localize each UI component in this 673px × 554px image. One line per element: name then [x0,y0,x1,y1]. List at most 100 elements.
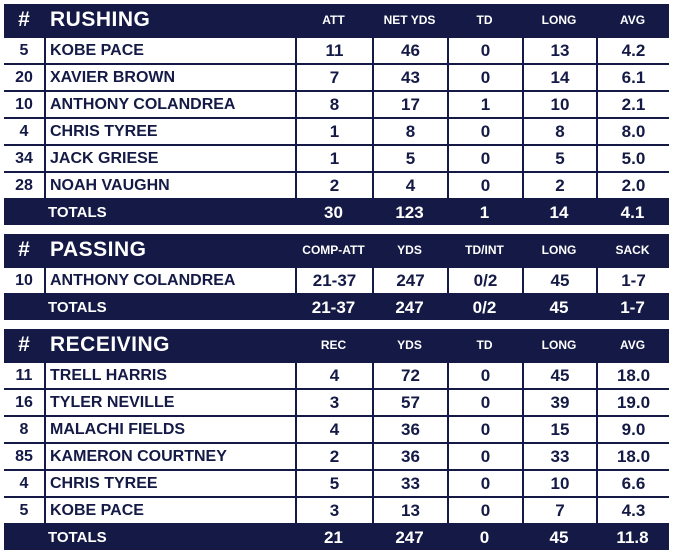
totals-spacer [4,198,44,225]
column-header-avg: AVG [619,338,646,352]
passing-title: PASSING [50,238,147,261]
passing-section: # PASSING COMP-ATT YDS TD/INT LONG SACK … [4,234,669,320]
jersey-number: 10 [4,266,44,293]
totals-stat-cell: 0 [447,523,522,550]
stat-cell: 17 [372,90,447,117]
stat-cell: 45 [522,361,596,388]
player-row: 4 CHRIS TYREE 1 8 0 8 8.0 [4,117,669,144]
stat-cell: 5 [295,469,372,496]
column-header-att: ATT [322,13,345,27]
stat-cell: 0 [447,496,522,523]
stat-cell: 0 [447,144,522,171]
jersey-number: 5 [4,36,44,63]
rushing-section: # RUSHING ATT NET YDS TD LONG AVG 5 KOBE … [4,4,669,225]
player-row: 85 KAMERON COURTNEY 2 36 0 33 18.0 [4,442,669,469]
player-name: JACK GRIESE [44,144,295,171]
totals-stat-cell: 11.8 [596,523,669,550]
jersey-number: 11 [4,361,44,388]
jersey-number: 16 [4,388,44,415]
totals-stat-cell: 45 [522,293,596,320]
passing-header: # PASSING COMP-ATT YDS TD/INT LONG SACK [4,234,669,266]
totals-stat-cell: 14 [522,198,596,225]
stat-cell: 36 [372,442,447,469]
number-column-header: # [18,8,30,31]
jersey-number: 28 [4,171,44,198]
player-name: ANTHONY COLANDREA [44,90,295,117]
jersey-number: 10 [4,90,44,117]
player-name: NOAH VAUGHN [44,171,295,198]
column-header-long: LONG [541,13,577,27]
player-name: KAMERON COURTNEY [44,442,295,469]
column-header-avg: AVG [619,13,646,27]
stat-cell: 1 [295,144,372,171]
receiving-table: # RECEIVING REC YDS TD LONG AVG 11 TRELL … [4,329,669,550]
player-row: 4 CHRIS TYREE 5 33 0 10 6.6 [4,469,669,496]
player-name: CHRIS TYREE [44,117,295,144]
totals-row: TOTALS 21-37 247 0/2 45 1-7 [4,293,669,320]
player-row: 10 ANTHONY COLANDREA 8 17 1 10 2.1 [4,90,669,117]
stat-cell: 45 [522,266,596,293]
column-header-comp-att: COMP-ATT [302,243,365,257]
stat-cell: 8 [295,90,372,117]
player-name: TYLER NEVILLE [44,388,295,415]
stat-cell: 18.0 [596,442,669,469]
player-name: ANTHONY COLANDREA [44,266,295,293]
column-header-yds: YDS [397,243,422,257]
stat-cell: 19.0 [596,388,669,415]
stat-cell: 36 [372,415,447,442]
player-row: 10 ANTHONY COLANDREA 21-37 247 0/2 45 1-7 [4,266,669,293]
totals-stat-cell: 21-37 [295,293,372,320]
stat-cell: 8 [372,117,447,144]
stat-cell: 2 [295,171,372,198]
stat-cell: 15 [522,415,596,442]
number-column-header: # [18,333,30,356]
stat-cell: 9.0 [596,415,669,442]
column-header-net-yds: NET YDS [383,13,436,27]
stat-cell: 3 [295,496,372,523]
stat-cell: 0 [447,469,522,496]
stat-cell: 6.1 [596,63,669,90]
stat-cell: 0 [447,361,522,388]
jersey-number: 4 [4,117,44,144]
totals-row: TOTALS 21 247 0 45 11.8 [4,523,669,550]
stat-cell: 0 [447,388,522,415]
stat-cell: 2.1 [596,90,669,117]
totals-stat-cell: 1-7 [596,293,669,320]
player-row: 28 NOAH VAUGHN 2 4 0 2 2.0 [4,171,669,198]
stat-cell: 4 [295,415,372,442]
totals-label: TOTALS [44,198,295,225]
stat-cell: 1 [447,90,522,117]
stat-cell: 5 [372,144,447,171]
totals-spacer [4,523,44,550]
stat-cell: 7 [295,63,372,90]
jersey-number: 8 [4,415,44,442]
player-row: 34 JACK GRIESE 1 5 0 5 5.0 [4,144,669,171]
totals-label: TOTALS [44,293,295,320]
stat-cell: 8 [522,117,596,144]
stat-cell: 13 [522,36,596,63]
totals-row: TOTALS 30 123 1 14 4.1 [4,198,669,225]
stat-cell: 8.0 [596,117,669,144]
column-header-long: LONG [541,338,577,352]
stat-cell: 18.0 [596,361,669,388]
player-row: 11 TRELL HARRIS 4 72 0 45 18.0 [4,361,669,388]
stat-cell: 2 [522,171,596,198]
player-name: CHRIS TYREE [44,469,295,496]
stat-cell: 39 [522,388,596,415]
column-header-td: TD [476,13,493,27]
receiving-title: RECEIVING [50,333,171,356]
stat-cell: 33 [372,469,447,496]
stat-cell: 0 [447,442,522,469]
column-header-yds: YDS [397,338,422,352]
player-name: KOBE PACE [44,496,295,523]
stat-cell: 72 [372,361,447,388]
stat-cell: 2 [295,442,372,469]
stat-cell: 7 [522,496,596,523]
stat-cell: 5 [522,144,596,171]
stat-cell: 14 [522,63,596,90]
stat-cell: 0 [447,117,522,144]
totals-stat-cell: 0/2 [447,293,522,320]
totals-spacer [4,293,44,320]
stat-cell: 13 [372,496,447,523]
jersey-number: 4 [4,469,44,496]
